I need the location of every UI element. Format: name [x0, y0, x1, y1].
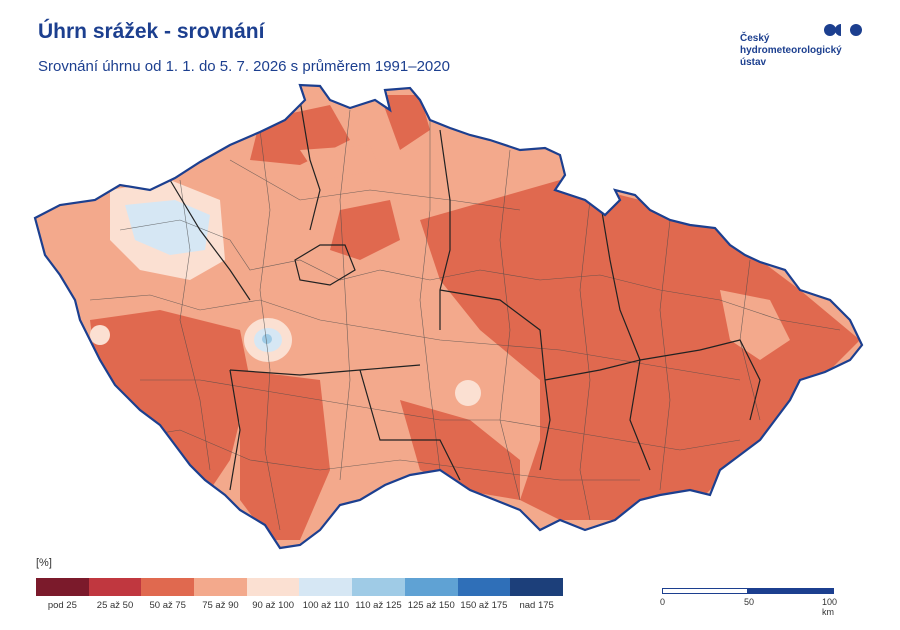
legend-label: pod 25 [47, 600, 77, 611]
legend-label: nad 175 [519, 600, 554, 611]
logo-line: Český [740, 33, 770, 44]
logo-line: hydrometeorologický [740, 45, 842, 56]
logo-half-icon [835, 24, 841, 36]
legend-swatch [352, 578, 405, 596]
district-boundaries [89, 109, 841, 531]
legend-label: 50 až 75 [149, 600, 186, 611]
legend-label: 75 až 90 [202, 600, 239, 611]
legend-swatch [510, 578, 563, 596]
page-subtitle: Srovnání úhrnu od 1. 1. do 5. 7. 2026 s … [38, 58, 450, 75]
legend-swatch [404, 578, 458, 596]
region-75-90-moravia [720, 290, 790, 360]
legend-swatch [246, 578, 300, 596]
legend-label: 125 až 150 [407, 600, 455, 611]
chmi-logo [824, 24, 862, 36]
logo-dot-icon [824, 24, 836, 36]
legend-swatch [36, 578, 89, 596]
scale-label-50: 50 [744, 597, 755, 607]
legend-swatch [141, 578, 195, 596]
scale-label-0: 0 [660, 597, 666, 607]
legend-swatch [194, 578, 247, 596]
logo-text: Český hydrometeorologický ústav [740, 33, 842, 69]
legend-label: 150 až 175 [460, 600, 508, 611]
region-50-75-east [420, 180, 860, 520]
precipitation-map [33, 83, 864, 550]
logo-dot-icon [850, 24, 862, 36]
region-boundaries [169, 99, 761, 491]
region-50-75-south [240, 370, 330, 540]
legend-swatch [299, 578, 353, 596]
region-90-100-west [90, 325, 110, 345]
region-50-75-north2 [380, 95, 430, 150]
scale-segment-white [662, 588, 748, 594]
legend-bar [36, 578, 563, 596]
logo-line: ústav [740, 57, 767, 68]
legend-label: 100 až 110 [302, 600, 349, 611]
region-110-125-plzen [262, 334, 272, 344]
legend-unit: [%] [36, 557, 52, 569]
country-border [33, 83, 864, 550]
page-title: Úhrn srážek - srovnání [38, 20, 265, 43]
region-90-100-vysocina [455, 380, 481, 406]
scale-segment-blue [748, 588, 834, 594]
legend-swatch [88, 578, 142, 596]
region-50-75-southwest [90, 310, 250, 490]
legend-labels: pod 25 25 až 50 50 až 75 75 až 90 90 až 100 1… [36, 600, 563, 614]
region-50-75-central [330, 200, 400, 260]
region-75-90-north [300, 145, 380, 180]
scale-label-100: 100 km [822, 597, 838, 617]
legend-label: 90 až 100 [252, 600, 294, 611]
legend-label: 25 až 50 [96, 600, 134, 611]
legend-label: 110 až 125 [355, 600, 402, 611]
legend-swatch [457, 578, 511, 596]
